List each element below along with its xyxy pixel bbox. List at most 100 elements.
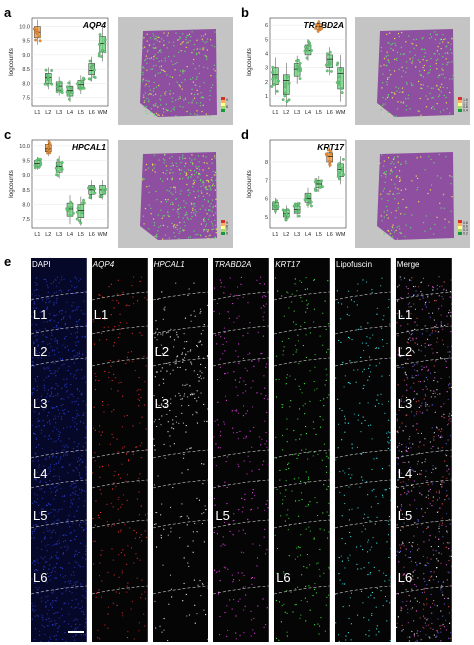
scale-bar — [68, 631, 84, 633]
point-L4 — [66, 93, 70, 97]
point-L2 — [43, 82, 47, 86]
point-L1 — [37, 165, 41, 169]
point-L1 — [273, 203, 277, 206]
point-L6 — [324, 63, 328, 67]
point-L4 — [305, 56, 309, 60]
spatial-map-trabd2a: 1.61.20.80.4 — [355, 17, 470, 125]
point-WM — [103, 38, 107, 42]
point-L3 — [295, 59, 298, 63]
point-L2 — [46, 83, 50, 87]
x-tick-label: L3 — [294, 110, 300, 116]
point-L1 — [271, 65, 275, 69]
point-L1 — [39, 157, 43, 161]
point-L2 — [285, 100, 289, 103]
point-L2 — [281, 98, 285, 102]
svg-text:0.2: 0.2 — [463, 232, 468, 236]
x-tick-label: L1 — [34, 110, 40, 116]
point-L6 — [88, 59, 92, 63]
point-L5 — [316, 24, 320, 27]
point-WM — [103, 41, 107, 45]
point-WM — [101, 49, 104, 52]
point-L2 — [284, 218, 288, 221]
layer-label-L3: L3 — [154, 396, 170, 411]
x-tick-label: L3 — [294, 232, 300, 238]
y-tick-label: 6 — [265, 197, 268, 203]
point-L3 — [60, 88, 64, 92]
svg-text:0.4: 0.4 — [463, 228, 468, 232]
point-WM — [104, 188, 108, 191]
y-tick-label: 8.0 — [22, 203, 30, 209]
layer-label-L6: L6 — [33, 570, 48, 585]
point-WM — [98, 33, 102, 37]
panel-letter-b: b — [241, 5, 249, 20]
boxplot-krt17: 5 6 7 8 logcounts KRT17 L1 L2 L3 L4 L5 L6 WM — [246, 139, 347, 238]
point-L2 — [286, 215, 290, 219]
point-L1 — [34, 30, 37, 34]
box-WM — [337, 67, 344, 90]
point-L5 — [82, 86, 86, 90]
point-L2 — [286, 208, 290, 212]
channel-panel-4 — [274, 258, 330, 642]
layer-label-L4: L4 — [397, 466, 413, 481]
point-L5 — [320, 27, 324, 30]
x-tick-label: L6 — [327, 110, 333, 116]
y-tick-label: 6 — [265, 23, 268, 29]
point-L6 — [326, 148, 330, 152]
svg-text:0.4: 0.4 — [463, 109, 468, 113]
point-WM — [97, 52, 101, 55]
point-L2 — [45, 73, 49, 77]
point-WM — [101, 188, 105, 192]
x-tick-label: L3 — [56, 232, 62, 238]
point-L1 — [272, 83, 276, 86]
point-L5 — [82, 198, 85, 202]
panel-letter-c: c — [4, 127, 12, 142]
layer-label-L3: L3 — [33, 396, 48, 411]
point-L1 — [33, 27, 37, 31]
layer-label-L4: L4 — [33, 466, 48, 481]
point-L5 — [314, 27, 317, 30]
x-tick-label: L5 — [316, 232, 322, 238]
point-L4 — [306, 48, 309, 52]
layer-label-L5: L5 — [397, 508, 413, 523]
x-tick-label: L5 — [78, 110, 84, 116]
point-L1 — [273, 75, 277, 79]
point-WM — [339, 68, 342, 71]
point-L5 — [76, 206, 80, 210]
svg-text:1.2: 1.2 — [463, 102, 468, 106]
point-L5 — [320, 179, 323, 183]
channel-label-5: Lipofuscin — [336, 260, 373, 269]
x-tick-label: WM — [336, 110, 346, 116]
y-tick-label: 4 — [265, 51, 268, 57]
channel-label-6: Merge — [396, 260, 420, 269]
point-L4 — [65, 85, 69, 89]
point-L4 — [310, 204, 313, 208]
point-L6 — [92, 68, 96, 72]
x-tick-label: L2 — [45, 110, 51, 116]
layer-label-L3: L3 — [397, 396, 413, 411]
gene-title: HPCAL1 — [72, 142, 106, 152]
point-L6 — [325, 69, 329, 73]
point-L6 — [329, 149, 333, 153]
y-tick-label: 7.5 — [22, 217, 30, 223]
y-tick-label: 8 — [265, 160, 268, 166]
svg-text:1.6: 1.6 — [463, 98, 468, 102]
point-L3 — [55, 90, 59, 94]
x-tick-label: L2 — [45, 232, 51, 238]
point-L6 — [87, 77, 91, 81]
point-WM — [337, 82, 341, 86]
channel-panel-6 — [395, 258, 452, 642]
point-L5 — [79, 221, 83, 225]
point-L4 — [65, 90, 69, 94]
layer-label-L5: L5 — [33, 508, 48, 523]
point-L2 — [287, 81, 291, 85]
point-L6 — [324, 152, 328, 156]
x-tick-label: L1 — [34, 232, 40, 238]
y-tick-label: 2 — [265, 80, 268, 86]
point-L5 — [316, 29, 320, 33]
point-L4 — [72, 211, 75, 215]
svg-text:9: 9 — [226, 221, 228, 225]
svg-text:9: 9 — [226, 98, 228, 102]
point-L4 — [307, 195, 311, 198]
point-L2 — [50, 69, 54, 72]
point-L3 — [55, 170, 59, 174]
